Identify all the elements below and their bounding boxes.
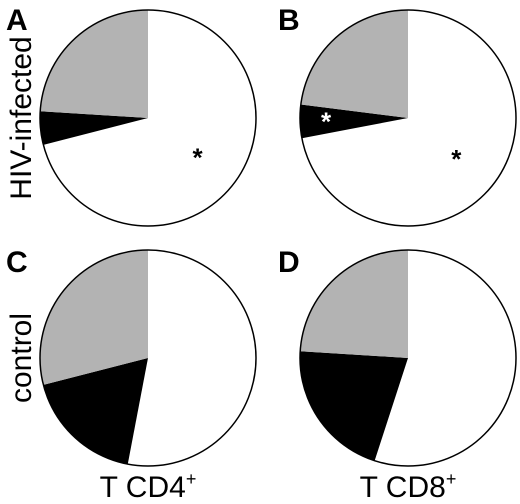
pie-outline [39,249,257,467]
pie-slice-white [301,10,516,226]
col-label-t-cd4: T CD4+ [100,469,197,504]
pie-d [299,249,517,467]
col-label-t-cd8: T CD8+ [360,469,457,504]
pie-slice-black [39,111,148,145]
pie-outline [39,9,257,227]
pie-outline [299,9,517,227]
significance-marker: * [192,142,203,172]
panel-letter-a: A [6,4,28,37]
pie-slice-white [127,250,256,466]
pie-b: ** [299,9,517,227]
row-label-hiv-infected: HIV-infected [5,36,38,199]
panel-c: C [6,246,257,467]
pie-slice-black [43,358,148,465]
pie-slice-gray [300,250,408,358]
pie-slice-gray [39,250,148,385]
panel-letter-c: C [6,246,28,279]
panel-letter-b: B [278,4,300,37]
pie-slice-gray [300,10,408,118]
pie-slice-white [374,250,517,466]
col-label-t-cd8-sup: + [446,469,457,489]
row-label-control: control [5,313,38,403]
significance-marker: * [451,144,462,174]
significance-marker: * [321,107,332,137]
pie-slice-black [299,351,408,461]
pie-slice-black [299,104,408,139]
panel-d: D [278,246,517,467]
panel-b: B ** [278,4,517,227]
pie-a: * [39,9,257,227]
pie-slice-white [43,10,256,226]
col-label-t-cd8-main: T CD8 [360,471,446,504]
col-label-t-cd4-sup: + [186,469,197,489]
col-label-t-cd4-main: T CD4 [100,471,186,504]
panel-letter-d: D [278,246,300,279]
panel-a: A * [6,4,257,227]
pie-slice-gray [40,9,148,119]
pie-c [39,249,257,467]
pie-outline [299,249,517,467]
